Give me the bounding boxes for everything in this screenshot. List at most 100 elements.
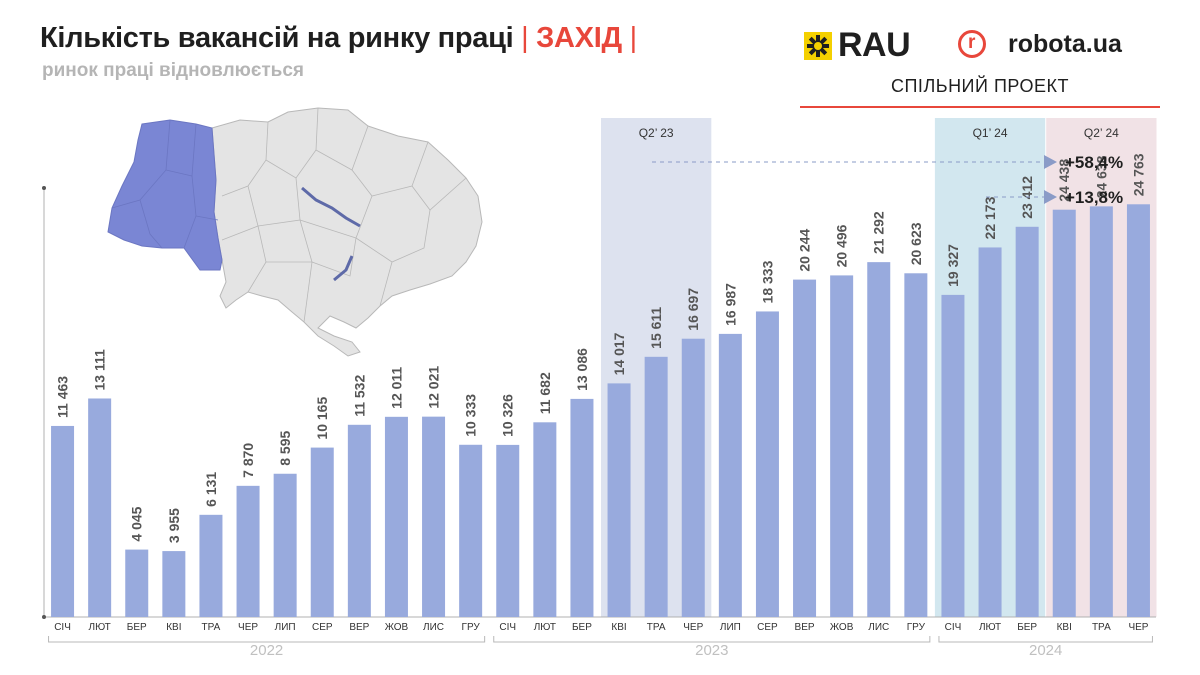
ukraine-map-kakhovka-reservoir	[333, 255, 354, 282]
bar	[347, 424, 371, 617]
bar	[830, 275, 854, 617]
x-tick-label: ЛЮТ	[979, 622, 1001, 633]
ukraine-map-west-region	[107, 119, 223, 271]
year-label: 2023	[695, 642, 728, 659]
robota-logo-letter: r	[968, 32, 976, 53]
year-label: 2024	[1029, 642, 1062, 659]
bar-value-label: 13 086	[574, 348, 590, 391]
bar	[607, 383, 631, 617]
bar	[755, 311, 779, 617]
robota-logo-text: robota.ua	[1008, 30, 1122, 58]
x-tick-label: ГРУ	[462, 622, 481, 633]
plot-area: 11 463 СІЧ 13 111 ЛЮТ 4 045 БЕР 3 955 КВІ 6 131 Т…	[42, 153, 1156, 659]
bar	[125, 549, 149, 617]
x-tick-label: ЛИП	[720, 622, 741, 633]
x-tick-label: ВЕР	[795, 622, 815, 633]
bar	[570, 398, 594, 617]
bar-value-label: 8 595	[277, 431, 293, 466]
bar	[978, 247, 1002, 617]
bar-value-label: 16 987	[722, 283, 738, 326]
title-region: ЗАХІД	[536, 22, 622, 54]
bar-value-label: 24 763	[1130, 153, 1146, 196]
bar-value-label: 11 532	[351, 375, 367, 417]
bar	[422, 416, 446, 617]
bar	[199, 514, 223, 617]
bar-value-label: 14 017	[611, 332, 627, 375]
growth-arrow-head	[1044, 190, 1057, 204]
bar-value-label: 10 333	[463, 394, 479, 437]
x-tick-label: ТРА	[1092, 622, 1111, 633]
bar-value-label: 12 011	[388, 367, 404, 409]
x-tick-label: КВІ	[611, 622, 626, 633]
x-tick-label: СІЧ	[499, 622, 516, 633]
title-pipe-left: |	[521, 22, 529, 54]
year-bracket	[493, 636, 931, 643]
bar	[51, 425, 75, 617]
x-tick-label: ЛИС	[423, 622, 444, 633]
x-tick-label: БЕР	[572, 622, 592, 633]
year-bracket	[48, 636, 486, 643]
x-tick-label: БЕР	[127, 622, 147, 633]
highlight-band-label: Q2’ 24	[1084, 126, 1119, 140]
bar-value-label: 13 111	[92, 349, 108, 390]
brand-block: RAU r robota.ua СПІЛЬНИЙ ПРОЕКТ	[800, 26, 1160, 116]
x-tick-label: ТРА	[202, 622, 221, 633]
bar	[310, 447, 334, 617]
x-tick-label: ТРА	[647, 622, 666, 633]
growth-label: +13,8%	[1065, 188, 1123, 207]
bar-value-label: 10 326	[500, 394, 516, 437]
bar	[793, 279, 817, 617]
bar-value-label: 3 955	[166, 508, 182, 543]
robota-logo-icon: r	[958, 30, 986, 58]
ukraine-map-west-borders	[111, 119, 219, 249]
y-axis-top-dot	[42, 186, 46, 190]
x-tick-label: ЛИП	[275, 622, 296, 633]
x-tick-label: СЕР	[312, 622, 333, 633]
bar	[533, 422, 557, 617]
chart-title: Кількість вакансій на ринку праці | ЗАХІ…	[40, 22, 637, 55]
highlight-band-label: Q2’ 23	[639, 126, 674, 140]
bar	[1089, 206, 1113, 617]
rau-logo-text: RAU	[838, 26, 911, 64]
bar	[1126, 204, 1150, 618]
bar-value-label: 12 021	[426, 366, 442, 409]
x-tick-label: ЖОВ	[830, 622, 854, 633]
bar	[867, 262, 891, 617]
year-label: 2022	[250, 642, 283, 659]
joint-project-label: СПІЛЬНИЙ ПРОЕКТ	[891, 76, 1069, 96]
bar	[459, 444, 483, 617]
bar	[904, 273, 928, 617]
ukraine-map-oblast-borders	[221, 107, 467, 323]
bar-value-label: 11 682	[537, 372, 553, 414]
growth-label: +58,4%	[1065, 153, 1123, 172]
bar-value-label: 4 045	[129, 506, 145, 541]
bar-value-label: 24 438	[1056, 159, 1072, 202]
bar-value-label: 22 173	[982, 196, 998, 239]
x-tick-label: СІЧ	[54, 622, 71, 633]
bar-value-label: 20 244	[797, 229, 813, 272]
bar	[718, 333, 742, 617]
bar-value-label: 15 611	[648, 307, 664, 349]
x-tick-label: ЛЮТ	[89, 622, 111, 633]
bar	[681, 338, 705, 617]
rau-logo-icon	[804, 32, 832, 60]
bar	[496, 444, 520, 617]
x-tick-label: КВІ	[166, 622, 181, 633]
bar	[162, 551, 186, 617]
axis-origin-dot	[42, 615, 46, 619]
bar	[1015, 226, 1039, 618]
chart-subtitle: ринок праці відновлюється	[42, 60, 305, 81]
x-tick-label: ЧЕР	[1128, 622, 1148, 633]
bar-value-label: 20 496	[834, 224, 850, 267]
x-tick-label: ЧЕР	[238, 622, 258, 633]
ukraine-map	[107, 107, 483, 357]
x-tick-label: ЛИС	[868, 622, 889, 633]
bar-value-label: 18 333	[759, 260, 775, 303]
bar-value-label: 11 463	[55, 376, 71, 418]
bar	[273, 473, 297, 617]
x-tick-label: СІЧ	[945, 622, 962, 633]
x-tick-label: СЕР	[757, 622, 778, 633]
bar	[384, 416, 408, 617]
bar-value-label: 16 697	[685, 288, 701, 331]
title-main: Кількість вакансій на ринку праці	[40, 22, 514, 54]
